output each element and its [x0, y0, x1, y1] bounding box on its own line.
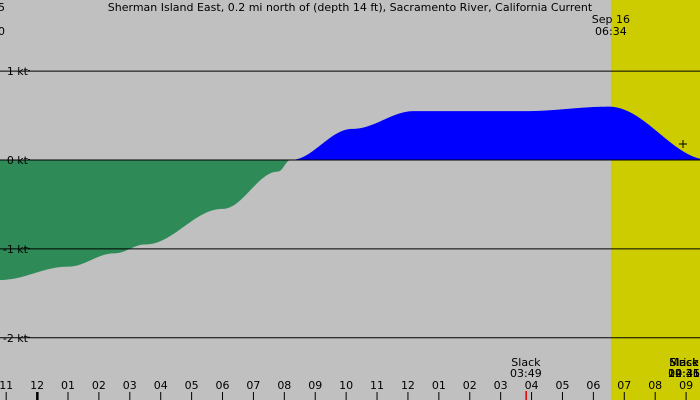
x-tick-mark	[160, 392, 162, 400]
x-tick-label: 06	[216, 379, 230, 392]
x-tick-mark	[376, 392, 378, 400]
bottom-event-name: Slack	[669, 356, 699, 369]
current-time-marker	[679, 140, 688, 148]
x-tick-label: 12	[30, 379, 44, 392]
y-tick-label: 0 kt	[7, 154, 29, 167]
x-tick-label: 02	[92, 379, 106, 392]
x-tick-mark	[5, 392, 7, 400]
x-tick-label: 08	[277, 379, 291, 392]
y-tick-label: -2 kt	[3, 332, 29, 345]
y-tick-mark	[28, 159, 30, 160]
x-tick-mark	[561, 392, 563, 400]
x-tick-label: 12	[401, 379, 415, 392]
bottom-event-name: Slack	[511, 356, 541, 369]
x-tick-mark	[438, 392, 440, 400]
x-tick-label: 10	[339, 379, 353, 392]
bottom-event-name: Mrise	[669, 356, 699, 369]
x-tick-mark	[98, 392, 100, 400]
x-tick-label: 01	[61, 379, 75, 392]
x-tick-label: 03	[494, 379, 508, 392]
chart-title: Sherman Island East, 0.2 mi north of (de…	[108, 1, 593, 14]
corner-label-2: 0	[0, 25, 5, 38]
x-tick-label: 04	[525, 379, 539, 392]
daylight-band	[610, 0, 700, 400]
y-tick-label: -1 kt	[3, 243, 29, 256]
x-tick-label: 06	[586, 379, 600, 392]
x-tick-mark	[469, 392, 471, 400]
x-tick-label: 01	[432, 379, 446, 392]
bottom-event-time: 12:45	[668, 367, 700, 380]
x-tick-mark	[500, 392, 502, 400]
x-tick-label: 02	[463, 379, 477, 392]
y-tick-mark	[28, 70, 30, 72]
x-tick-mark	[623, 392, 625, 400]
x-tick-label: 11	[0, 379, 13, 392]
bottom-event-name: Slack	[669, 356, 699, 369]
y-tick-mark	[28, 336, 30, 338]
x-tick-mark	[222, 392, 224, 400]
x-tick-label: 09	[308, 379, 322, 392]
x-tick-mark	[654, 392, 656, 400]
flood-current-area	[0, 106, 700, 160]
x-tick-label: 09	[679, 379, 693, 392]
top-event-date: Sep 16	[592, 13, 630, 26]
x-axis: 11 12 01 02 03 04 05 06 07 08 09 10 11 12 01 02 03 04 05 06…	[0, 379, 693, 400]
y-tick-mark	[28, 247, 30, 249]
top-event-time: 06:34	[595, 25, 627, 38]
x-tick-mark	[67, 392, 69, 400]
x-tick-label: 07	[246, 379, 260, 392]
x-tick-mark	[36, 392, 39, 400]
x-tick-mark	[191, 392, 193, 400]
x-tick-label: 04	[154, 379, 168, 392]
x-tick-mark	[592, 392, 594, 400]
x-tick-label: 11	[370, 379, 384, 392]
marker-plus	[679, 140, 688, 148]
x-tick-mark	[129, 392, 131, 400]
x-tick-label: 05	[555, 379, 569, 392]
x-tick-label: 07	[617, 379, 631, 392]
bottom-event-time: 09:46	[668, 367, 700, 380]
x-tick-mark	[252, 392, 254, 400]
y-tick-label: 1 kt	[7, 65, 29, 78]
corner-label: 5	[0, 1, 5, 14]
ebb-current-area	[0, 160, 700, 280]
x-tick-label: 03	[123, 379, 137, 392]
x-tick-mark	[407, 392, 409, 400]
x-tick-mark	[685, 392, 687, 400]
x-tick-mark	[531, 392, 533, 400]
y-gridlines: 1 kt 0 kt -1 kt -2 kt	[0, 65, 700, 345]
bottom-event-labels: Slack03:49Slack09:46Mrise12:45Slack14:25…	[510, 356, 700, 400]
x-tick-mark	[283, 392, 285, 400]
bottom-event-time: 20:31	[668, 367, 700, 380]
bottom-event-time: 14:25	[668, 367, 700, 380]
bottom-event-name: Slack	[669, 356, 699, 369]
x-tick-mark	[345, 392, 347, 400]
x-tick-label: 05	[185, 379, 199, 392]
x-tick-mark	[314, 392, 316, 400]
x-tick-label: 08	[648, 379, 662, 392]
event-marker	[525, 391, 527, 400]
bottom-event-time: 03:49	[510, 367, 542, 380]
